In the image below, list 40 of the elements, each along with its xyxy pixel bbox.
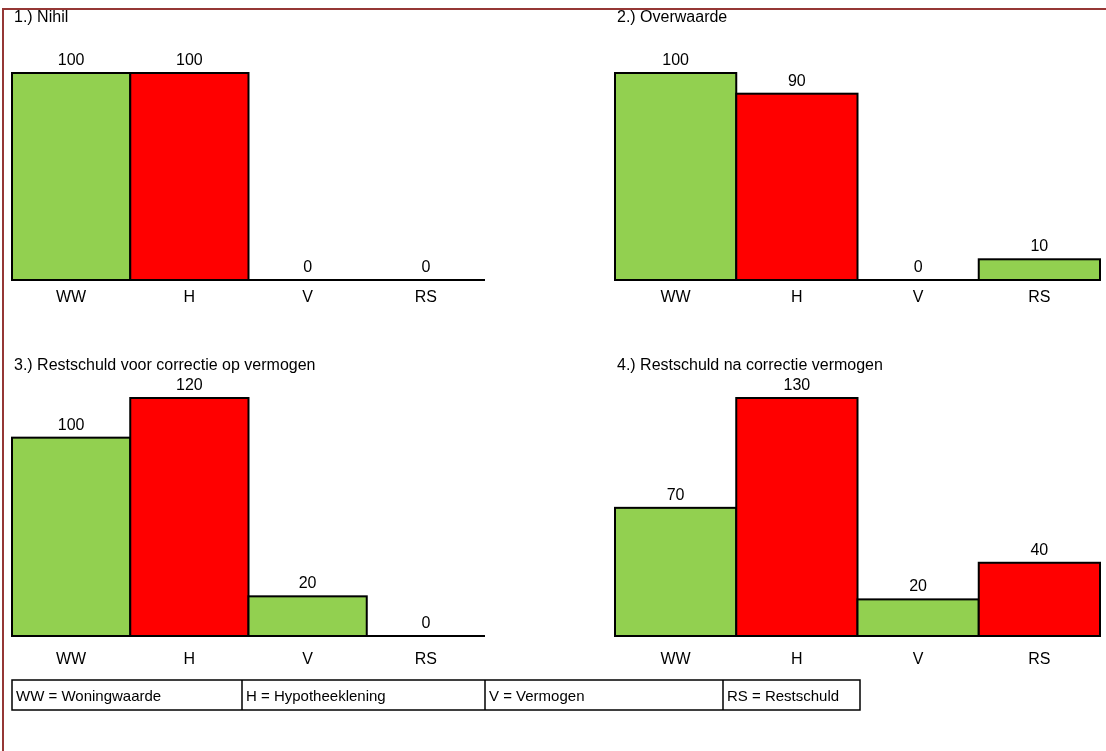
text: V = Vermogen: [489, 687, 585, 704]
text: WW = Woningwaarde: [16, 687, 162, 704]
data-label: 100: [662, 51, 690, 68]
data-label: 100: [176, 51, 203, 68]
data-label: 120: [176, 376, 203, 393]
data-label: 40: [1030, 540, 1049, 558]
x-tick-label: H: [791, 288, 803, 305]
data-label: 100: [57, 51, 85, 68]
x-tick-label: WW: [660, 650, 692, 667]
data-label: 20: [298, 574, 317, 592]
chart-title: 4.) Restschuld na correctie vermogen: [617, 356, 883, 373]
x-tick-label: V: [912, 288, 924, 305]
data-label: 0: [421, 258, 431, 275]
text: H = Hypotheeklening: [246, 687, 386, 704]
data-label: 0: [913, 258, 923, 275]
x-tick-label: RS: [1028, 288, 1051, 305]
data-label: 90: [787, 71, 806, 89]
x-tick-label: WW: [660, 288, 692, 305]
data-label: 100: [57, 415, 85, 433]
chart-title: 2.) Overwaarde: [617, 8, 728, 25]
x-tick-label: RS: [414, 288, 437, 305]
x-tick-label: V: [912, 650, 924, 667]
data-label: 70: [666, 485, 685, 503]
x-tick-label: H: [183, 650, 196, 667]
x-tick-label: WW: [56, 650, 88, 667]
x-tick-label: H: [791, 650, 803, 667]
chart-title: 1.) Nihil: [14, 8, 69, 25]
data-label: 20: [909, 577, 928, 595]
data-label: 10: [1030, 237, 1049, 255]
x-tick-label: V: [302, 650, 314, 667]
x-tick-label: WW: [56, 288, 88, 305]
x-tick-label: RS: [414, 650, 437, 667]
x-tick-label: H: [183, 288, 196, 305]
text: RS = Restschuld: [727, 687, 840, 704]
x-tick-label: V: [302, 288, 314, 305]
data-label: 130: [783, 376, 811, 393]
data-label: 0: [303, 258, 313, 275]
data-label: 0: [421, 614, 431, 631]
x-tick-label: RS: [1028, 650, 1051, 667]
chart-title: 3.) Restschuld voor correctie op vermogen: [14, 356, 316, 373]
